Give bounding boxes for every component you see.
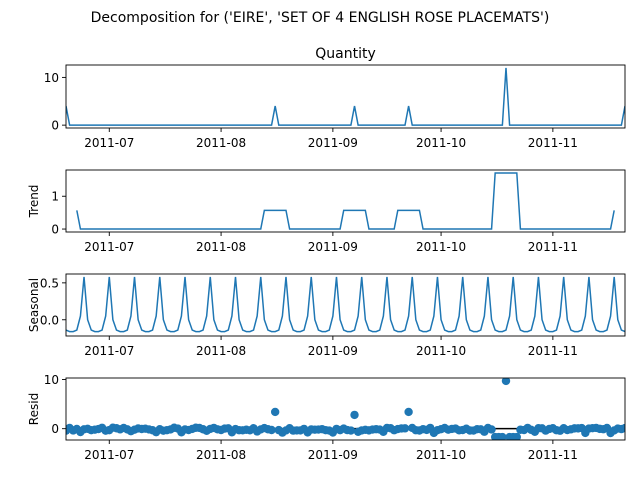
resid-point bbox=[512, 432, 522, 440]
x-tick-label: 2011-07 bbox=[84, 136, 134, 150]
resid-point bbox=[501, 378, 511, 386]
panel-4: 0 10 2011-07 2011-08 2011-09 2011-10 2011-11 Re… bbox=[27, 373, 626, 462]
panel-1: 0 10 2011-07 2011-08 2011-09 2011-10 2011-11 Qu… bbox=[44, 46, 626, 150]
x-tick-label: 2011-10 bbox=[416, 136, 466, 150]
x-tick-label: 2011-09 bbox=[308, 344, 358, 358]
y-axis-label: Resid bbox=[27, 393, 41, 425]
panel-data bbox=[66, 276, 625, 333]
panel-frame bbox=[65, 273, 626, 337]
x-tick-label: 2011-09 bbox=[308, 448, 358, 462]
x-tick-label: 2011-11 bbox=[528, 240, 578, 254]
panel-title: Quantity bbox=[315, 46, 376, 62]
y-tick-label: 0 bbox=[51, 119, 59, 133]
y-tick-label: 10 bbox=[44, 373, 59, 387]
x-tick-label: 2011-10 bbox=[416, 344, 466, 358]
x-tick-label: 2011-11 bbox=[528, 344, 578, 358]
resid-point bbox=[267, 425, 276, 435]
x-tick-label: 2011-11 bbox=[528, 136, 578, 150]
resid-point bbox=[350, 410, 359, 420]
panel-data bbox=[66, 67, 625, 126]
panel-data bbox=[66, 378, 625, 440]
x-tick-label: 2011-08 bbox=[196, 136, 246, 150]
resid-point bbox=[400, 424, 410, 433]
panel-frame bbox=[65, 377, 626, 441]
y-tick-label: 0 bbox=[51, 422, 59, 436]
resid-point bbox=[404, 407, 413, 417]
x-tick-label: 2011-08 bbox=[196, 344, 246, 358]
panel-3: 0.0 0.5 2011-07 2011-08 2011-09 2011-10 2011-1… bbox=[27, 273, 626, 358]
resid-point bbox=[270, 407, 280, 417]
panel-frame bbox=[65, 169, 626, 233]
y-tick-label: 0.0 bbox=[40, 313, 59, 327]
panel-2: 0 1 2011-07 2011-08 2011-09 2011-10 2011-11 Tre… bbox=[27, 169, 626, 254]
y-tick-label: 10 bbox=[44, 71, 59, 85]
x-tick-label: 2011-09 bbox=[308, 136, 358, 150]
y-axis-label: Trend bbox=[27, 185, 41, 219]
x-tick-label: 2011-08 bbox=[196, 240, 246, 254]
x-tick-label: 2011-07 bbox=[84, 344, 134, 358]
figure-title: Decomposition for ('EIRE', 'SET OF 4 ENG… bbox=[91, 10, 550, 26]
seasonal-line bbox=[66, 276, 625, 333]
y-tick-label: 0 bbox=[51, 223, 59, 237]
panel-frame bbox=[65, 64, 626, 129]
resid-point bbox=[487, 425, 496, 434]
x-tick-label: 2011-09 bbox=[308, 240, 358, 254]
x-tick-label: 2011-08 bbox=[196, 448, 246, 462]
resid-point bbox=[346, 426, 356, 435]
x-tick-label: 2011-11 bbox=[528, 448, 578, 462]
y-tick-label: 0.5 bbox=[40, 276, 59, 290]
panel-data bbox=[76, 172, 615, 230]
x-tick-label: 2011-07 bbox=[84, 448, 134, 462]
x-tick-label: 2011-10 bbox=[416, 240, 466, 254]
y-tick-label: 1 bbox=[51, 190, 59, 204]
quantity-line bbox=[66, 67, 625, 126]
y-axis-label: Seasonal bbox=[27, 278, 41, 332]
trend-line bbox=[76, 172, 615, 230]
resid-point bbox=[620, 423, 625, 433]
resid-point bbox=[498, 432, 507, 440]
x-tick-label: 2011-10 bbox=[416, 448, 466, 462]
x-tick-label: 2011-07 bbox=[84, 240, 134, 254]
